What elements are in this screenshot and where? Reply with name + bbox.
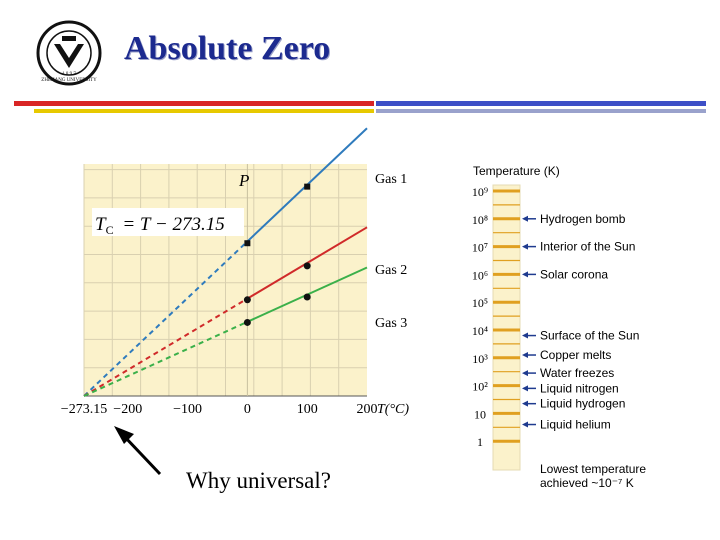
x-axis-label: T(°C) — [377, 402, 409, 417]
scale-label: 10³ — [472, 352, 488, 366]
scale-label: 10⁸ — [472, 213, 488, 227]
data-point-2 — [243, 296, 251, 304]
series-extrapolation-3 — [83, 320, 248, 397]
marker-arrowhead — [522, 332, 528, 339]
temperature-marker-label: Liquid nitrogen — [540, 381, 619, 395]
series-extrapolation-1 — [83, 240, 249, 397]
scale-label: 10² — [472, 380, 488, 394]
temperature-marker-label: Copper melts — [540, 348, 611, 362]
temperature-marker-label: Liquid hydrogen — [540, 397, 625, 411]
scale-label: 10⁵ — [472, 296, 488, 310]
scale-label: 10⁷ — [472, 241, 488, 255]
logo-text: ZHEJIANG UNIVERSITY — [41, 78, 97, 83]
scale-label: 10 — [474, 407, 486, 421]
title-rule-grey — [376, 109, 706, 113]
series-label-2: Gas 2 — [375, 263, 407, 278]
marker-arrowhead — [522, 421, 528, 428]
title-rule-gold — [34, 109, 374, 113]
marker-arrowhead — [522, 385, 528, 392]
temperature-scale-title: Temperature (K) — [473, 164, 560, 178]
temperature-marker-label: Interior of the Sun — [540, 240, 635, 254]
marker-arrowhead — [522, 243, 528, 250]
slide-caption: Why universal? — [186, 468, 331, 493]
series-label-1: Gas 1 — [375, 172, 407, 187]
x-tick-label: −100 — [173, 402, 202, 417]
title-rule-blue — [376, 101, 706, 106]
lowest-temperature-value: achieved ~10⁻⁷ K — [540, 476, 634, 490]
y-axis-label: P — [238, 171, 249, 190]
lowest-temperature-label: Lowest temperature — [540, 462, 646, 476]
scale-label: 10⁶ — [472, 268, 488, 282]
data-point-1 — [244, 240, 251, 247]
equation-text: TC = T − 273.15 — [95, 214, 225, 237]
scale-label: 1 — [477, 435, 483, 449]
x-tick-label: 100 — [297, 402, 318, 417]
scale-label: 10⁹ — [472, 185, 488, 199]
data-point-3 — [243, 318, 251, 326]
marker-arrowhead — [522, 352, 528, 359]
equation-box — [92, 208, 244, 236]
marker-arrowhead — [522, 215, 528, 222]
x-tick-label: −200 — [113, 402, 142, 417]
title-rule-red — [14, 101, 374, 106]
x-tick-label: 200 — [357, 402, 378, 417]
x-tick-label: −273.15 — [61, 402, 107, 417]
temperature-marker-label: Water freezes — [540, 366, 614, 380]
data-point-1 — [304, 183, 311, 190]
marker-arrowhead — [522, 370, 528, 377]
temperature-marker-label: Liquid helium — [540, 418, 611, 432]
scale-label: 10⁴ — [472, 324, 488, 338]
temperature-marker-label: Solar corona — [540, 267, 608, 281]
series-extrapolation-2 — [83, 297, 248, 397]
temperature-marker-label: Surface of the Sun — [540, 329, 639, 343]
series-label-3: Gas 3 — [375, 316, 407, 331]
x-tick-label: 0 — [244, 402, 251, 417]
data-point-3 — [303, 293, 311, 301]
logo-year: 1 8 9 7 — [62, 72, 76, 77]
marker-arrowhead — [522, 400, 528, 407]
university-logo: ZHEJIANG UNIVERSITY 1 8 9 7 — [36, 20, 102, 86]
marker-arrowhead — [522, 271, 528, 278]
slide-title: Absolute Zero — [124, 30, 331, 67]
data-point-2 — [303, 262, 311, 270]
temperature-marker-label: Hydrogen bomb — [540, 212, 626, 226]
